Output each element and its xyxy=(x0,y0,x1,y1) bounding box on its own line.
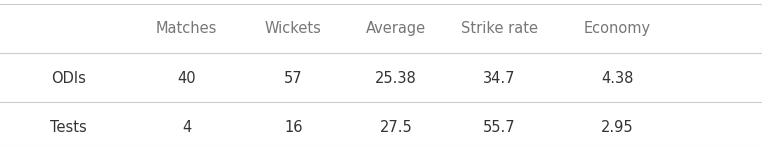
Text: ODIs: ODIs xyxy=(51,71,86,86)
Text: 40: 40 xyxy=(178,71,196,86)
Text: 4: 4 xyxy=(182,120,191,135)
Text: Matches: Matches xyxy=(156,21,217,36)
Text: Strike rate: Strike rate xyxy=(460,21,538,36)
Text: 16: 16 xyxy=(284,120,303,135)
Text: 4.38: 4.38 xyxy=(601,71,633,86)
Text: Economy: Economy xyxy=(584,21,651,36)
Text: 34.7: 34.7 xyxy=(483,71,515,86)
Text: 27.5: 27.5 xyxy=(380,120,412,135)
Text: 25.38: 25.38 xyxy=(376,71,417,86)
Text: Wickets: Wickets xyxy=(265,21,322,36)
Text: Average: Average xyxy=(367,21,426,36)
Text: 57: 57 xyxy=(284,71,303,86)
Text: Tests: Tests xyxy=(50,120,87,135)
Text: 55.7: 55.7 xyxy=(483,120,515,135)
Text: 2.95: 2.95 xyxy=(601,120,633,135)
